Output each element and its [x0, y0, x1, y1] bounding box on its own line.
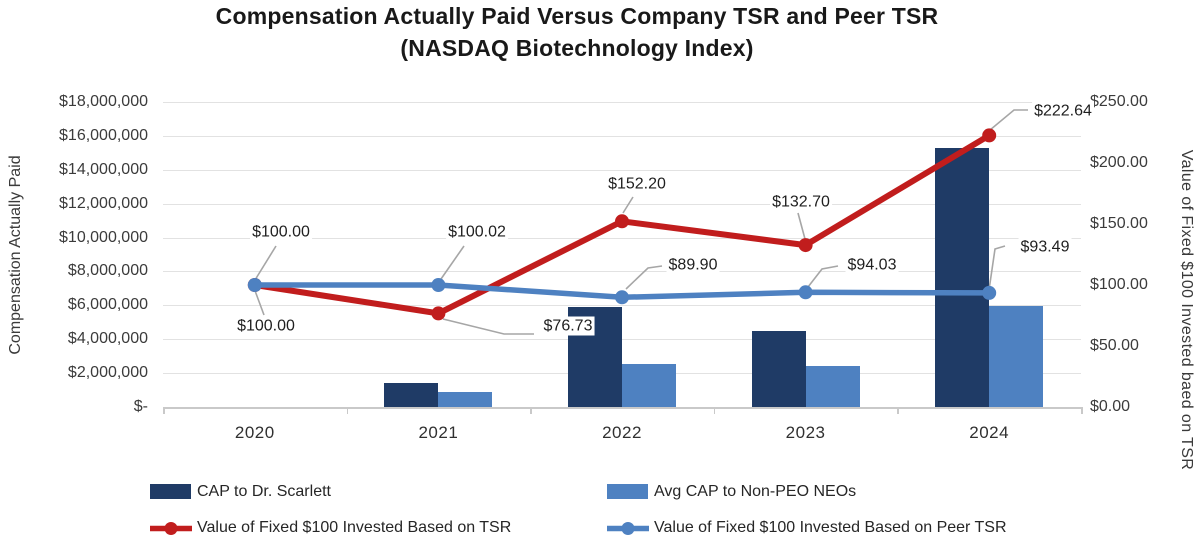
chart-title-line1: Compensation Actually Paid Versus Compan… [215, 3, 939, 29]
line-data-label: $222.64 [1032, 101, 1094, 121]
right-axis-tick-label: $250.00 [1090, 93, 1148, 110]
left-axis-title: Compensation Actually Paid [7, 155, 24, 355]
bar-cap-neo [622, 363, 676, 407]
line-point-marker [247, 278, 262, 292]
line-data-label: $100.02 [446, 222, 508, 242]
bar-cap-peo [384, 383, 439, 407]
right-axis-tick-label: $150.00 [1090, 215, 1148, 232]
line-point-marker [615, 290, 629, 305]
line-data-label: $76.73 [541, 316, 595, 336]
bar-cap-neo [989, 306, 1044, 407]
x-axis-category-label: 2020 [234, 423, 275, 442]
line-data-label: $100.00 [250, 222, 312, 242]
x-axis-line [163, 407, 1081, 409]
left-axis-tick-label: $18,000,000 [59, 93, 148, 110]
bar-cap-peo [751, 330, 806, 408]
data-label-leader-line [625, 265, 663, 290]
bar-cap-neo [805, 366, 860, 407]
line-data-label: $94.03 [845, 255, 899, 275]
right-axis-tick-label: $50.00 [1090, 337, 1139, 354]
data-label-leader-line [254, 245, 277, 281]
data-label-leader-line [807, 265, 839, 288]
legend-line-swatch-peer-tsr [607, 522, 649, 535]
data-label-leader-line [442, 318, 534, 335]
right-axis-tick-label: $200.00 [1090, 154, 1148, 171]
left-axis-tick-label: $12,000,000 [59, 194, 148, 212]
left-axis-tick-label: $8,000,000 [67, 262, 148, 280]
data-label-leader-line [988, 245, 1006, 291]
x-axis-category-label: 2021 [418, 423, 459, 442]
legend-label-cap-neo: Avg CAP to Non-PEO NEOs [654, 483, 857, 500]
gridline [163, 135, 1081, 137]
x-axis-tick [713, 407, 716, 414]
line-data-label: $132.70 [770, 192, 832, 212]
gridline [163, 102, 1081, 103]
gridline [163, 339, 1081, 341]
x-axis-category-label: 2022 [602, 423, 642, 442]
peer-tsr-line [252, 282, 992, 301]
legend-label-cap-peo: CAP to Dr. Scarlett [197, 483, 331, 500]
legend-swatch-cap-peo [150, 484, 191, 499]
line-data-label: $89.90 [666, 255, 720, 275]
line-point-marker [247, 278, 262, 292]
line-point-marker [431, 278, 446, 292]
x-axis-tick [163, 407, 165, 414]
right-axis-tick-label: $0.00 [1090, 398, 1131, 415]
tsr-line [251, 132, 993, 317]
chart-title-line2: (NASDAQ Biotechnology Index) [400, 35, 754, 61]
x-axis-tick [1081, 407, 1083, 414]
data-label-leader-line [440, 245, 465, 280]
line-point-marker [615, 214, 629, 229]
legend-label-tsr: Value of Fixed $100 Invested Based on TS… [197, 519, 512, 536]
left-axis-tick-label: $- [133, 398, 148, 415]
line-point-marker [431, 306, 446, 321]
left-axis-tick-label: $2,000,000 [67, 364, 148, 382]
legend-line-swatch-tsr [150, 522, 192, 535]
left-axis-tick-label: $4,000,000 [67, 330, 148, 348]
left-axis-tick-label: $16,000,000 [59, 126, 148, 144]
right-axis-tick-label: $100.00 [1090, 276, 1148, 293]
x-axis-tick [530, 407, 532, 414]
data-label-leader-line [797, 212, 806, 240]
legend-swatch-cap-neo [607, 484, 648, 499]
right-axis-title: Value of Fixed $100 Invested baed on TSR [1178, 149, 1195, 471]
line-point-marker [798, 285, 813, 300]
x-axis-tick [346, 407, 349, 414]
data-label-leader-line [253, 287, 265, 316]
line-data-label: $93.49 [1018, 237, 1072, 257]
left-axis-tick-label: $10,000,000 [59, 228, 148, 246]
line-data-label: $152.20 [606, 174, 668, 194]
legend-label-peer-tsr: Value of Fixed $100 Invested Based on Pe… [654, 519, 1007, 536]
data-label-leader-line [989, 109, 1028, 131]
bar-cap-neo [438, 391, 493, 408]
left-axis-tick-label: $6,000,000 [67, 296, 148, 314]
x-axis-category-label: 2023 [785, 423, 826, 442]
left-axis-tick-label: $14,000,000 [59, 160, 148, 178]
x-axis-category-label: 2024 [969, 423, 1010, 442]
line-point-marker [798, 238, 813, 253]
line-data-label: $100.00 [235, 316, 297, 336]
x-axis-tick [897, 407, 899, 414]
data-label-leader-line [622, 196, 634, 214]
bar-cap-peo [935, 147, 990, 408]
